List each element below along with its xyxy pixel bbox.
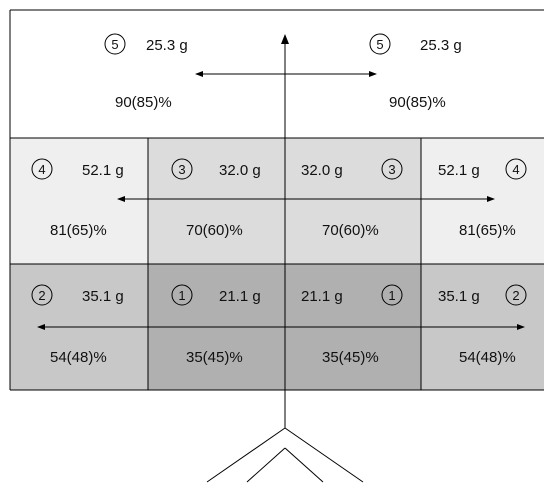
zone-weight: 25.3 g (420, 37, 462, 54)
top-zone-left: 5 25.3 g 90(85)% (104, 33, 188, 111)
zone-number: 3 (388, 162, 395, 177)
zone-percent: 54(48)% (459, 349, 516, 366)
zone-number-circle (505, 158, 527, 180)
zone-number: 2 (512, 288, 519, 303)
cell-bottom-outer-right: 35.1 g 2 54(48)% (438, 284, 527, 366)
tree-roots (206, 427, 364, 483)
zone-weight: 52.1 g (82, 162, 124, 179)
zone-percent: 90(85)% (115, 94, 172, 111)
zone-percent: 70(60)% (186, 222, 243, 239)
zone-weight: 35.1 g (438, 288, 480, 305)
cell-bg-middle-outer-right (421, 138, 544, 264)
grid-lines (9, 9, 544, 391)
zone-number: 4 (38, 162, 45, 177)
zone-percent: 81(65)% (459, 222, 516, 239)
zone-number-circle (171, 158, 193, 180)
cell-bottom-inner-right: 21.1 g 1 35(45)% (301, 284, 403, 366)
zone-number: 5 (111, 37, 118, 52)
zone-percent: 35(45)% (322, 349, 379, 366)
cell-middle-inner-left: 3 32.0 g 70(60)% (171, 158, 261, 239)
zone-weight: 35.1 g (82, 288, 124, 305)
zone-percent: 54(48)% (50, 349, 107, 366)
top-zone-right: 5 25.3 g 90(85)% (369, 33, 462, 111)
cell-bg-middle-outer-left (10, 138, 148, 264)
cell-bg-middle-inner-right (285, 138, 421, 264)
zone-number: 2 (38, 288, 45, 303)
zone-weight: 21.1 g (219, 288, 261, 305)
zone-weight: 21.1 g (301, 288, 343, 305)
tree-trunk (281, 34, 289, 428)
zone-number: 1 (388, 288, 395, 303)
zone-number-circle (369, 33, 391, 55)
zone-number-circle (381, 284, 403, 306)
zone-weight: 32.0 g (219, 162, 261, 179)
zone-percent: 70(60)% (322, 222, 379, 239)
cell-middle-outer-left: 4 52.1 g 81(65)% (31, 158, 124, 239)
cell-middle-inner-right: 32.0 g 3 70(60)% (301, 158, 403, 239)
zone-number-circle (171, 284, 193, 306)
zone-weight: 32.0 g (301, 162, 343, 179)
zone-weight: 52.1 g (438, 162, 480, 179)
zone-number: 1 (178, 288, 185, 303)
zone-number-circle (381, 158, 403, 180)
cell-bottom-inner-left: 1 21.1 g 35(45)% (171, 284, 261, 366)
zone-percent: 90(85)% (389, 94, 446, 111)
zone-percent: 81(65)% (50, 222, 107, 239)
zone-percent: 35(45)% (186, 349, 243, 366)
cell-middle-outer-right: 52.1 g 4 81(65)% (438, 158, 527, 239)
zone-number-circle (31, 284, 53, 306)
zone-number-circle (104, 33, 126, 55)
zone-number: 3 (178, 162, 185, 177)
zone-number-circle (31, 158, 53, 180)
cell-bottom-outer-left: 2 35.1 g 54(48)% (31, 284, 124, 366)
zone-number: 5 (376, 37, 383, 52)
zone-number: 4 (512, 162, 519, 177)
zone-weight: 25.3 g (146, 37, 188, 54)
cell-bg-middle-inner-left (148, 138, 285, 264)
zone-number-circle (505, 284, 527, 306)
